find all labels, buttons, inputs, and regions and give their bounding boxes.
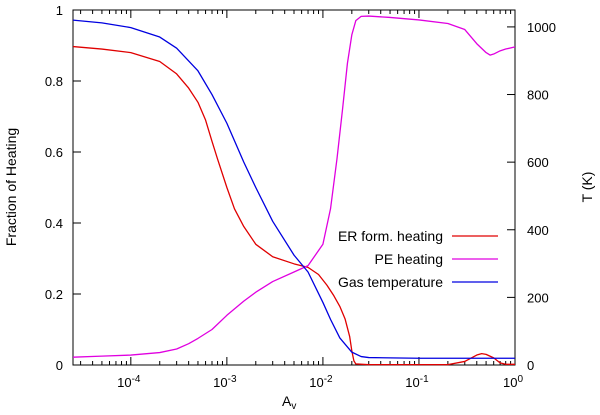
x-tick-label-3: 10-1 [405, 374, 429, 390]
y2-tick-label-3: 600 [527, 155, 549, 170]
x-tick-label-0: 10-4 [117, 374, 141, 390]
series-line-er-form-heating [72, 45, 515, 366]
series-line-pe-heating [72, 15, 516, 358]
x-tick-label-2: 10-2 [309, 374, 333, 390]
y2-tick-label-0: 0 [527, 358, 534, 373]
y-tick-label-2: 0.4 [45, 216, 63, 231]
y-tick-label-0: 0 [56, 358, 63, 373]
series-line-gas-temperature [72, 19, 515, 359]
y2-tick-label-1: 200 [527, 290, 549, 305]
legend-label-pe-heating: PE heating [375, 251, 444, 267]
y2-tick-label-4: 800 [527, 88, 549, 103]
x-axis-title: Av [282, 393, 296, 412]
x-axis-title-main: A [282, 393, 292, 409]
plot-frame [72, 9, 516, 366]
legend: ER form. heating PE heating Gas temperatur… [338, 228, 498, 290]
y2-tick-label-5: 1000 [527, 20, 556, 35]
y-tick-label-4: 0.8 [45, 74, 63, 89]
y2-tick-label-2: 400 [527, 223, 549, 238]
x-tick-label-1: 10-3 [213, 374, 237, 390]
legend-label-er-form-heating: ER form. heating [338, 228, 443, 244]
tick-labels: 10-4 10-3 10-2 10-1 10000.20.40.60.810200400… [45, 3, 556, 390]
y-tick-label-5: 1 [56, 3, 63, 18]
x-axis-title-subscript: v [291, 401, 296, 412]
y-axis-title: Fraction of Heating [3, 128, 19, 246]
legend-label-gas-temperature: Gas temperature [338, 274, 443, 290]
series-lines [72, 15, 516, 366]
x-tick-label-4: 100 [503, 374, 523, 390]
y-tick-label-3: 0.6 [45, 145, 63, 160]
tick-marks [73, 9, 516, 366]
y-tick-label-1: 0.2 [45, 287, 63, 302]
y2-axis-title: T (K) [579, 172, 595, 203]
